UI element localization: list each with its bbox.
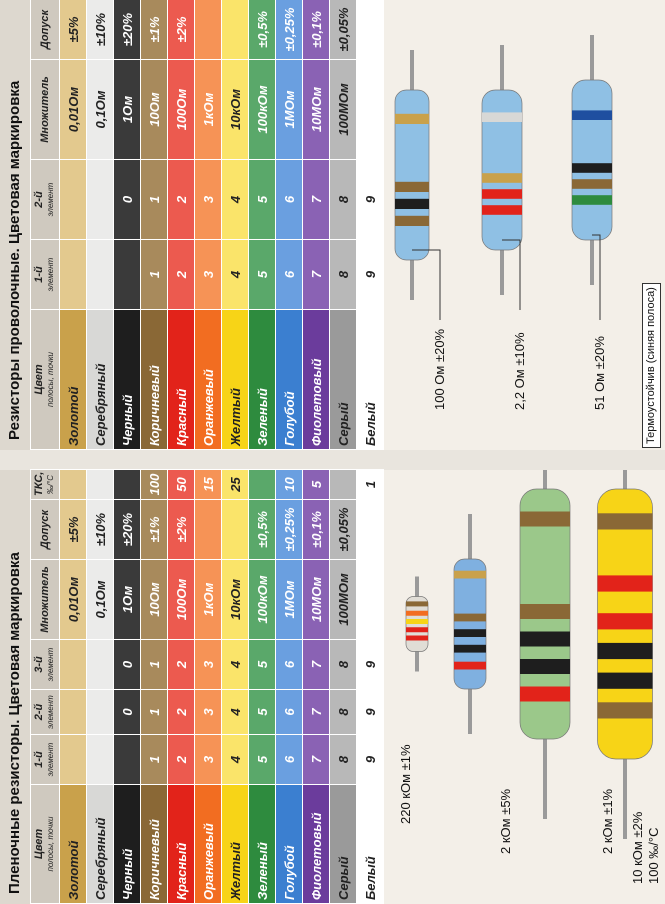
color-band (597, 702, 653, 719)
example-label: 2,2 Ом ±10% (512, 332, 527, 411)
example-label: 2 кОм ±5% (498, 788, 513, 854)
example-label: 2 кОм ±1% (600, 788, 615, 854)
color-band (395, 215, 429, 226)
color-band (454, 629, 486, 637)
color-band (406, 619, 428, 624)
note: Термоустойчив (синяя полоса) (642, 283, 661, 448)
wire-panel: Резисторы проволочные. Цветовая маркиров… (0, 0, 665, 450)
color-band (395, 198, 429, 209)
color-band (406, 627, 428, 633)
resistor-drawings (394, 35, 613, 320)
color-band (454, 570, 486, 579)
resistor-body (453, 558, 487, 690)
film-panel: Пленочные резисторы. Цветовая маркировка… (0, 469, 665, 904)
color-band (520, 604, 570, 619)
color-band (482, 112, 522, 122)
example-label: 10 кОм ±2% (630, 811, 645, 884)
color-band (406, 610, 428, 616)
color-band (406, 635, 428, 641)
leader-line (502, 239, 521, 310)
color-band (482, 189, 522, 199)
leader-line (412, 249, 441, 320)
resistor-drawings (405, 470, 653, 839)
color-band (520, 631, 570, 647)
color-band (520, 659, 570, 674)
color-band (454, 613, 486, 622)
color-band (597, 575, 653, 592)
color-band (520, 686, 570, 702)
color-band (597, 642, 653, 660)
color-band (572, 163, 612, 173)
example-label: 100 Ом ±20% (432, 328, 447, 410)
color-band (454, 661, 486, 670)
color-band (572, 195, 612, 205)
color-band (482, 205, 522, 215)
color-band (597, 613, 653, 630)
color-band (395, 113, 429, 124)
tcr-label: 100 ‰/°C (646, 827, 661, 884)
example-label: 220 кОм ±1% (398, 744, 413, 824)
resistor-body (571, 79, 613, 241)
color-band (395, 181, 429, 192)
color-band (482, 173, 522, 183)
color-band (454, 644, 486, 653)
leader-line (592, 234, 601, 320)
color-band (406, 601, 428, 607)
color-band (520, 511, 570, 527)
color-band (597, 672, 653, 689)
color-band (597, 513, 653, 530)
color-band (572, 179, 612, 189)
color-band (572, 110, 612, 120)
example-label: 51 Ом ±20% (592, 336, 607, 410)
